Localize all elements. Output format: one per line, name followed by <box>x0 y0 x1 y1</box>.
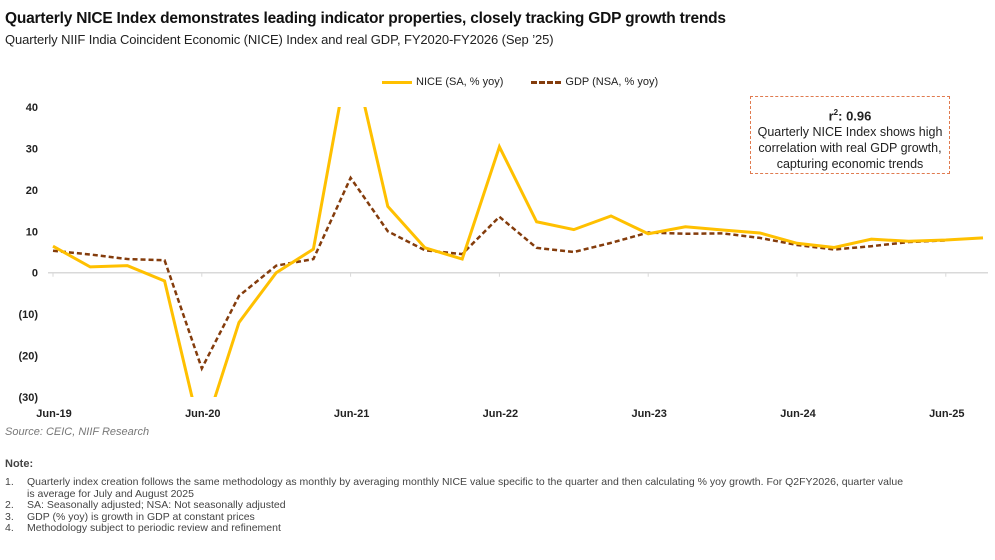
y-tick-label: 20 <box>26 185 38 197</box>
legend-swatch-nice <box>382 80 412 84</box>
x-tick-label: Jun-23 <box>631 408 666 420</box>
chart-legend: NICE (SA, % yoy) GDP (NSA, % yoy) <box>382 76 658 88</box>
y-tick-label: (30) <box>18 392 38 404</box>
chart-subtitle: Quarterly NIIF India Coincident Economic… <box>5 32 554 47</box>
chart-title: Quarterly NICE Index demonstrates leadin… <box>5 10 726 27</box>
y-tick-label: 0 <box>32 268 38 280</box>
x-tick-label: Jun-24 <box>780 408 816 420</box>
note-item: 2. SA: Seasonally adjusted; NSA: Not seas… <box>5 499 286 511</box>
legend-label-gdp: GDP (NSA, % yoy) <box>565 76 659 88</box>
x-tick-label: Jun-20 <box>185 408 220 420</box>
note-item: 1. Quarterly index creation follows the s… <box>5 476 904 500</box>
source-note: Source: CEIC, NIIF Research <box>5 426 150 438</box>
notes-title: Note: <box>5 458 34 470</box>
series-gdp <box>52 175 946 372</box>
x-tick-label: Jun-21 <box>334 408 369 420</box>
y-axis: 40 30 20 10 0 (10) (20) (30) <box>18 102 38 404</box>
gdp-line <box>52 175 946 372</box>
annotation-line-2: correlation with real GDP growth, <box>758 141 942 156</box>
x-tick-label: Jun-19 <box>36 408 71 420</box>
series-layer <box>52 107 984 397</box>
correlation-annotation: r2: 0.96 Quarterly NICE Index shows high… <box>750 96 950 174</box>
y-tick-label: (20) <box>18 351 38 363</box>
legend-item-gdp: GDP (NSA, % yoy) <box>531 76 658 88</box>
line-chart: 40 30 20 10 0 (10) (20) (30) Jun-19 Jun-20 Jun-21… <box>18 102 988 420</box>
note-item: 3. GDP (% yoy) is growth in GDP at consta… <box>5 510 255 523</box>
y-tick-label: 10 <box>26 226 38 238</box>
y-tick-label: 30 <box>26 143 38 155</box>
y-tick-label: 40 <box>26 102 38 114</box>
nice-line <box>52 107 984 397</box>
annotation-line-3: capturing economic trends <box>776 157 924 172</box>
legend-label-nice: NICE (SA, % yoy) <box>416 76 504 88</box>
legend-swatch-gdp <box>531 80 562 84</box>
r-squared-label: r2: 0.96 <box>828 108 872 124</box>
y-tick-label: (10) <box>18 309 38 321</box>
x-tick-label: Jun-25 <box>929 408 964 420</box>
note-item: 4. Methodology subject to periodic review… <box>5 522 281 534</box>
series-nice <box>52 107 984 397</box>
legend-item-nice: NICE (SA, % yoy) <box>382 76 503 88</box>
notes-list: 1. Quarterly index creation follows the s… <box>5 476 905 535</box>
annotation-line-1: Quarterly NICE Index shows high <box>757 125 943 140</box>
x-tick-label: Jun-22 <box>483 408 518 420</box>
